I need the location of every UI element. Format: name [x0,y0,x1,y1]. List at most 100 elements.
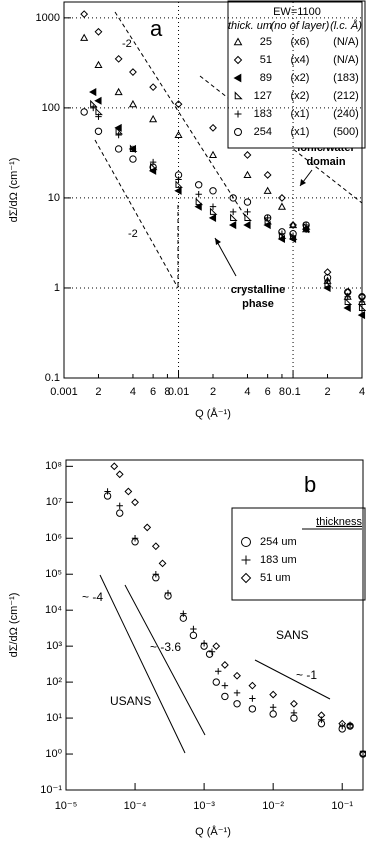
marker [95,113,102,120]
marker [149,163,157,171]
marker [80,33,89,41]
x-tick-label: 4 [359,386,365,398]
y-tick-label: 10⁻¹ [40,784,62,796]
x-axis-label: Q (Å⁻¹) [195,825,231,838]
marker [128,99,138,108]
y-tick-label: 10 [48,192,60,204]
legend-label: 127 [254,90,272,102]
legend-label: (x6) [291,36,310,48]
x-tick-label: 10⁻¹ [331,800,353,812]
annotation: crystalline [231,284,285,296]
legend-label: (x1) [291,126,310,138]
marker [344,293,351,300]
marker [317,711,326,720]
marker [190,625,197,633]
marker [359,750,366,758]
marker [249,695,256,702]
marker [278,228,286,236]
marker [114,54,123,63]
marker [94,127,103,135]
marker [195,197,204,206]
marker [110,462,119,471]
legend-title: thickness [316,516,362,528]
marker [263,214,272,222]
marker [151,542,160,551]
marker [175,176,182,183]
marker [277,234,286,244]
y-tick-label: 10¹ [46,712,62,724]
legend-label: (500) [333,126,359,138]
slope-line [99,574,186,754]
marker [221,692,229,701]
legend-label: 254 [254,126,272,138]
marker [131,498,139,507]
marker [233,671,241,680]
marker [357,311,366,320]
marker [124,487,133,496]
marker [323,268,332,277]
marker [243,151,252,159]
marker [94,60,103,68]
marker [358,303,366,311]
marker [269,690,278,699]
marker [94,96,102,105]
x-tick-label: 8 [164,386,170,398]
annotation: SANS [276,628,309,642]
marker [150,162,158,171]
marker [114,87,123,96]
marker [89,87,97,97]
marker [114,123,122,132]
marker [80,108,88,116]
marker [289,221,297,229]
y-tick-label: 10⁵ [45,568,62,580]
marker [129,68,137,76]
marker [343,303,351,312]
marker [215,668,222,675]
slope-line [94,139,179,289]
marker [200,640,208,647]
x-tick-label: 10⁻³ [193,800,215,812]
marker [302,221,310,229]
y-tick-label: 0.1 [45,372,60,384]
legend-label: 89 [260,72,272,84]
marker [143,523,152,532]
slope-line [114,11,246,217]
arrow [214,237,237,277]
x-tick-label: 10⁻⁴ [124,800,147,812]
legend-label: (240) [333,108,359,120]
y-tick-label: 100 [42,102,60,114]
marker [243,170,252,179]
y-axis-label: dΣ/dΩ (cm⁻¹) [8,593,20,658]
marker [290,709,298,717]
marker [243,220,251,230]
marker [149,83,158,92]
marker [104,488,111,495]
legend-marker [241,537,251,547]
marker [289,230,297,238]
marker [174,100,183,109]
marker [94,27,103,36]
slope-line [254,659,331,700]
marker [212,642,221,651]
marker [114,145,123,153]
x-tick-label: 6 [150,386,156,398]
marker [115,131,122,139]
legend-label: (N/A) [333,36,359,48]
x-tick-label: 10⁻⁵ [55,800,78,812]
marker [209,187,217,195]
marker [233,700,241,708]
legend-marker [240,572,252,584]
marker [248,681,257,690]
marker [189,631,198,640]
y-tick-label: 1 [54,282,60,294]
legend-marker [234,128,242,136]
annotation: ~ -1 [296,668,317,682]
slope-line [124,584,206,736]
marker [278,194,286,202]
marker [302,221,310,229]
marker [277,202,287,210]
x-tick-label: 2 [210,386,216,398]
marker [129,145,137,153]
legend-label: (x2) [291,90,310,102]
